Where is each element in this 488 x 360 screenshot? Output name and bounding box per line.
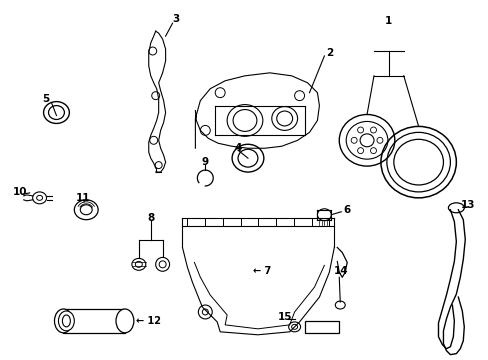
Ellipse shape [54, 309, 72, 333]
Text: 6: 6 [343, 205, 350, 215]
Ellipse shape [59, 311, 74, 331]
Text: 8: 8 [147, 213, 154, 223]
Text: 13: 13 [460, 200, 474, 210]
Text: 4: 4 [234, 143, 241, 153]
Ellipse shape [116, 309, 134, 333]
Bar [304, 321, 339, 333]
Text: 11: 11 [76, 193, 90, 203]
Text: 3: 3 [172, 14, 179, 24]
Polygon shape [182, 247, 334, 335]
Text: 9: 9 [202, 157, 208, 167]
Text: 14: 14 [333, 266, 348, 276]
Text: 15: 15 [277, 312, 291, 322]
Polygon shape [195, 73, 319, 148]
Text: ← 7: ← 7 [252, 266, 270, 276]
Text: 10: 10 [13, 187, 27, 197]
Bar [63, 309, 124, 333]
Text: 1: 1 [385, 16, 392, 26]
Text: ← 12: ← 12 [136, 316, 161, 326]
Text: 5: 5 [42, 94, 49, 104]
Text: 2: 2 [325, 48, 332, 58]
